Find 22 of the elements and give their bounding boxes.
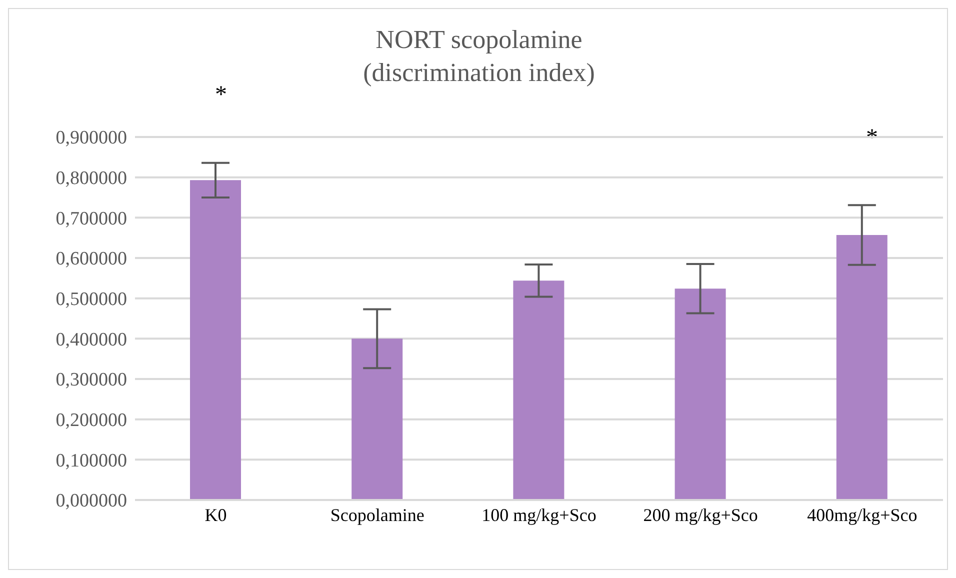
x-tick-label: 200 mg/kg+Sco — [643, 504, 758, 525]
x-tick-label: K0 — [204, 504, 227, 525]
bar — [513, 280, 564, 500]
y-tick-label: 0,400000 — [56, 329, 127, 350]
y-tick-label: 0,000000 — [56, 490, 127, 512]
bar — [190, 180, 241, 500]
y-tick-label: 0,500000 — [56, 289, 127, 310]
y-tick-label: 0,800000 — [56, 168, 127, 190]
bar — [836, 235, 888, 500]
y-tick-label: 0,300000 — [56, 370, 127, 391]
bar — [352, 338, 403, 500]
y-tick-label: 0,700000 — [56, 208, 127, 230]
x-tick-label: 400mg/kg+Sco — [807, 504, 918, 525]
y-tick-label: 0,600000 — [56, 248, 127, 270]
text: * — [215, 81, 227, 109]
x-tick-label: 100 mg/kg+Sco — [482, 504, 596, 525]
chart-title: NORT scopolamine (discrimination index) — [362, 24, 596, 87]
bar — [674, 288, 726, 500]
y-tick-label: 0,900000 — [56, 128, 127, 149]
x-tick-label: Scopolamine — [330, 504, 424, 525]
y-tick-label: 0,200000 — [56, 410, 127, 432]
y-tick-label: 0,100000 — [56, 450, 127, 472]
